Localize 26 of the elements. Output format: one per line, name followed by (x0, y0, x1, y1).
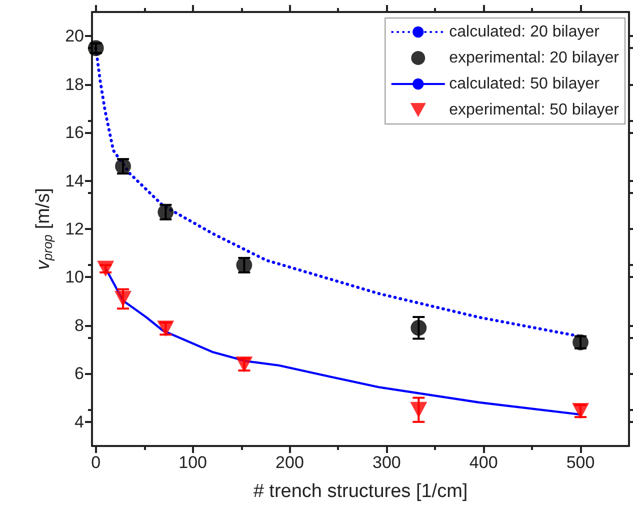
legend-label: calculated: 50 bilayer (449, 76, 600, 92)
x-tick-label: 200 (276, 453, 304, 472)
y-tick-label: 18 (65, 74, 84, 94)
y-tick-label: 20 (65, 26, 84, 46)
y-axis-title: vprop [m/s] (33, 188, 56, 270)
point (114, 290, 132, 307)
x-tick-label: 400 (469, 453, 498, 472)
point (410, 320, 427, 336)
legend-label: experimental: 50 bilayer (449, 102, 620, 118)
x-tick-label: 500 (566, 453, 595, 472)
x-tick-label: 300 (372, 453, 401, 472)
y-tick-label: 16 (65, 123, 84, 142)
point (88, 40, 104, 56)
x-axis-title: # trench structures [1/cm] (253, 481, 468, 502)
y-tick-label: 6 (74, 364, 84, 384)
y-tick-label: 12 (65, 220, 84, 238)
y-tick-label: 4 (74, 412, 84, 432)
point (410, 402, 428, 418)
legend-label: experimental: 20 bilayer (449, 50, 620, 66)
x-tick-label: 0 (91, 453, 101, 472)
point (97, 260, 114, 277)
x-tick-label: 100 (178, 453, 207, 472)
y-tick-label: 8 (74, 316, 84, 335)
y-tick-label: 10 (65, 268, 84, 287)
legend-label: calculated: 20 bilayer (449, 24, 600, 40)
y-tick-label: 14 (65, 171, 84, 190)
